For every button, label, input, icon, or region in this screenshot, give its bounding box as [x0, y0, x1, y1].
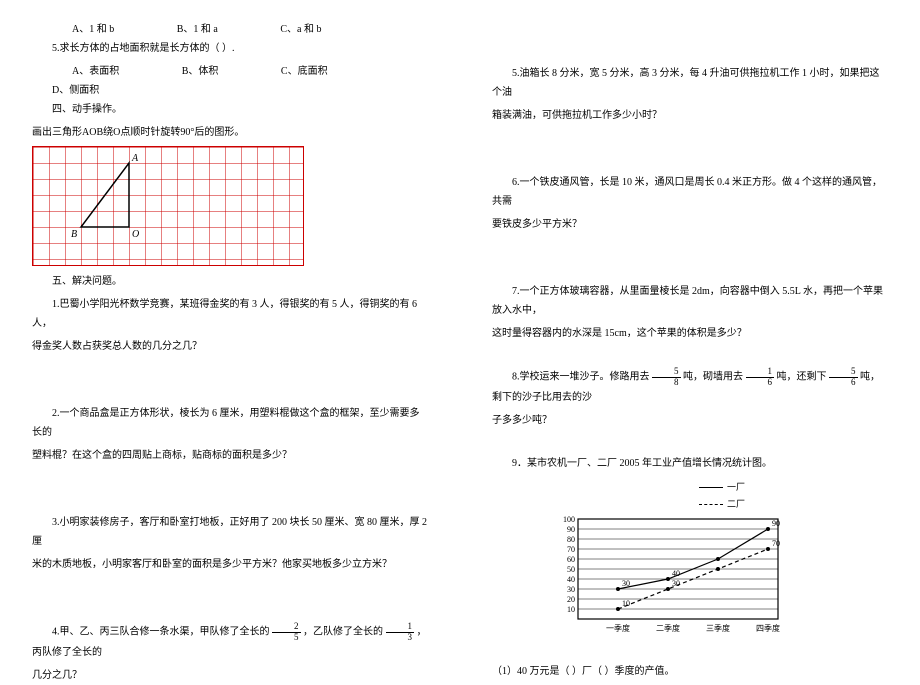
opt: A、1 和 b [52, 20, 114, 39]
opt: B、1 和 a [157, 20, 218, 39]
txt: 吨，砌墙用去 [683, 372, 743, 383]
txt: 吨，还剩下 [777, 372, 827, 383]
opt: D、侧面积 [32, 81, 99, 100]
svg-text:50: 50 [567, 565, 575, 574]
svg-text:O: O [132, 229, 139, 240]
chart-legend: 一厂 二厂 [552, 479, 888, 513]
svg-text:70: 70 [567, 545, 575, 554]
fraction: 56 [829, 367, 858, 388]
svg-text:30: 30 [567, 585, 575, 594]
svg-text:70: 70 [772, 539, 780, 548]
section4-title: 四、动手操作。 [32, 100, 428, 119]
p3-line1: 3.小明家装修房子，客厅和卧室打地板，正好用了 200 块长 50 厘米、宽 8… [32, 513, 428, 551]
svg-text:90: 90 [772, 519, 780, 528]
fraction: 16 [746, 367, 775, 388]
line-chart: 一厂 二厂 102030405060708090100一季度二季度三季度四季度3… [552, 479, 888, 662]
fraction: 58 [652, 367, 681, 388]
triangle-svg: A B O [33, 147, 305, 267]
txt: 4.甲、乙、丙三队合修一条水渠，甲队修了全长的 [52, 627, 270, 638]
chart-svg: 102030405060708090100一季度二季度三季度四季度3010403… [552, 515, 782, 655]
legend-solid-icon [699, 487, 723, 488]
txt: 8.学校运来一堆沙子。修路用去 [512, 372, 650, 383]
svg-text:四季度: 四季度 [756, 623, 780, 633]
q5-options: A、表面积 B、体积 C、底面积 D、侧面积 [32, 62, 428, 100]
svg-text:A: A [131, 153, 139, 164]
q4-options: A、1 和 b B、1 和 a C、a 和 b [32, 20, 428, 39]
p8-line2: 子多多少吨？ [492, 411, 888, 430]
fraction: 13 [386, 622, 415, 643]
p6-line2: 要铁皮多少平方米？ [492, 215, 888, 234]
svg-text:80: 80 [567, 535, 575, 544]
svg-text:90: 90 [567, 525, 575, 534]
opt: A、表面积 [52, 62, 119, 81]
p1-line1: 1.巴蜀小学阳光杯数学竞赛，某班得金奖的有 3 人，得银奖的有 5 人，得铜奖的… [32, 295, 428, 333]
svg-text:40: 40 [672, 569, 680, 578]
svg-text:10: 10 [567, 605, 575, 614]
p4-line2: 几分之几？ [32, 666, 428, 685]
legend-label: 一厂 [727, 482, 745, 492]
p9-title: 9．某市农机一厂、二厂 2005 年工业产值增长情况统计图。 [492, 454, 888, 473]
left-column: A、1 和 b B、1 和 a C、a 和 b 5.求长方体的占地面积就是长方体… [0, 0, 460, 650]
opt: C、a 和 b [260, 20, 321, 39]
section4-desc: 画出三角形AOB绕O点顺时针旋转90°后的图形。 [32, 123, 428, 142]
svg-text:二季度: 二季度 [656, 623, 680, 633]
p6-line1: 6.一个铁皮通风管，长是 10 米，通风口是周长 0.4 米正方形。做 4 个这… [492, 173, 888, 211]
svg-text:20: 20 [567, 595, 575, 604]
svg-text:30: 30 [622, 579, 630, 588]
p5-line2: 箱装满油，可供拖拉机工作多少小时？ [492, 106, 888, 125]
svg-text:10: 10 [622, 599, 630, 608]
p7-line2: 这时量得容器内的水深是 15cm，这个苹果的体积是多少？ [492, 324, 888, 343]
legend-dash-icon [699, 504, 723, 505]
rotation-grid: A B O [32, 146, 304, 266]
legend-label: 二厂 [727, 499, 745, 509]
opt: B、体积 [162, 62, 219, 81]
p2-line1: 2.一个商品盒是正方体形状，棱长为 6 厘米，用塑料棍做这个盒的框架，至少需要多… [32, 404, 428, 442]
svg-text:40: 40 [567, 575, 575, 584]
svg-text:30: 30 [672, 579, 680, 588]
p3-line2: 米的木质地板，小明家客厅和卧室的面积是多少平方米？他家买地板多少立方米？ [32, 555, 428, 574]
section5-title: 五、解决问题。 [32, 272, 428, 291]
p5-line1: 5.油箱长 8 分米，宽 5 分米，高 3 分米，每 4 升油可供拖拉机工作 1… [492, 64, 888, 102]
fraction: 25 [272, 622, 301, 643]
svg-text:B: B [71, 229, 77, 240]
p9-q1: （1）40 万元是（ ）厂（ ）季度的产值。 [492, 662, 888, 681]
p8-line1: 8.学校运来一堆沙子。修路用去 58 吨，砌墙用去 16 吨，还剩下 56 吨，… [492, 367, 888, 407]
txt: ，乙队修了全长的 [303, 627, 383, 638]
svg-text:60: 60 [567, 555, 575, 564]
p4-line1: 4.甲、乙、丙三队合修一条水渠，甲队修了全长的 25 ，乙队修了全长的 13 ，… [32, 622, 428, 662]
svg-text:一季度: 一季度 [606, 623, 630, 633]
p7-line1: 7.一个正方体玻璃容器，从里面量棱长是 2dm，向容器中倒入 5.5L 水，再把… [492, 282, 888, 320]
svg-text:三季度: 三季度 [706, 623, 730, 633]
right-column: 5.油箱长 8 分米，宽 5 分米，高 3 分米，每 4 升油可供拖拉机工作 1… [460, 0, 920, 650]
q5: 5.求长方体的占地面积就是长方体的（ ）. [32, 39, 428, 58]
svg-text:100: 100 [563, 515, 575, 524]
p2-line2: 塑料棍？在这个盒的四周贴上商标，贴商标的面积是多少？ [32, 446, 428, 465]
p1-line2: 得金奖人数占获奖总人数的几分之几？ [32, 337, 428, 356]
opt: C、底面积 [261, 62, 328, 81]
